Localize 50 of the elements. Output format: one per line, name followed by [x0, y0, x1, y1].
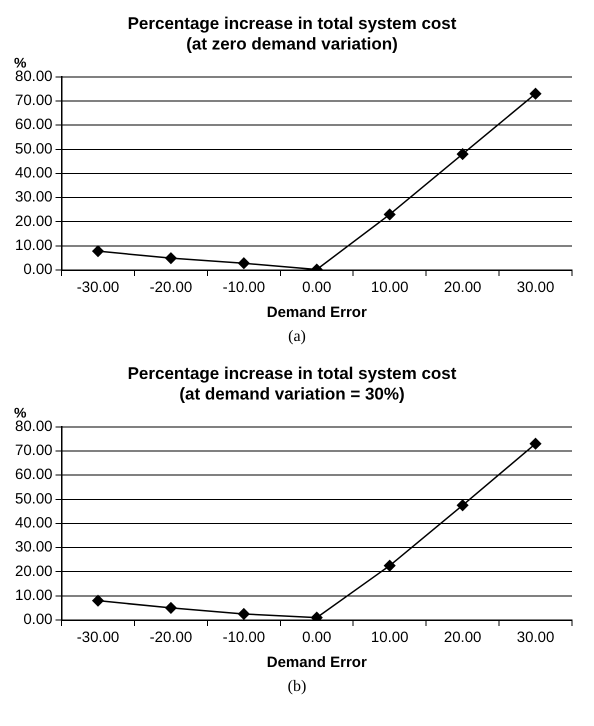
x-tick-label: -30.00 [76, 629, 120, 646]
x-axis-title: Demand Error [266, 304, 367, 322]
x-tick-label: -10.00 [222, 279, 266, 296]
x-axis-title: Demand Error [266, 654, 367, 672]
x-tick-label: -10.00 [222, 629, 266, 646]
point [530, 88, 542, 100]
y-tick-label: 50.00 [14, 490, 53, 508]
x-tick-label: -30.00 [76, 279, 120, 296]
y-tick-label: 70.00 [14, 92, 53, 110]
point [92, 245, 104, 257]
point [238, 257, 250, 269]
y-tick-label: 60.00 [14, 466, 53, 484]
point [384, 560, 396, 572]
point [530, 438, 542, 450]
y-tick-label: 40.00 [14, 514, 53, 532]
point [384, 208, 396, 220]
x-tick-label: 30.00 [516, 279, 554, 296]
chart-subtitle: (at zero demand variation) [186, 34, 398, 54]
text: (b) [286, 678, 308, 696]
x-tick-label: 0.00 [302, 279, 332, 296]
point [165, 602, 177, 614]
x-tick-label: 0.00 [302, 629, 332, 646]
x-tick-label: 10.00 [370, 629, 408, 646]
point [456, 500, 468, 512]
point [456, 148, 468, 160]
x-tick-label: 10.00 [370, 279, 408, 296]
chart-title: Percentage increase in total system cost [128, 364, 457, 383]
y-tick-label: 10.00 [14, 586, 53, 604]
y-tick-label: 60.00 [14, 116, 53, 134]
y-tick-label: 70.00 [14, 442, 53, 460]
text: (a) [287, 328, 307, 346]
y-tick-label: 40.00 [14, 164, 53, 182]
y-tick-label: 50.00 [14, 140, 53, 158]
y-tick-label: 0.00 [23, 611, 53, 628]
y-tick-label: 20.00 [14, 562, 53, 580]
chart-subtitle: (at demand variation = 30%) [179, 384, 405, 404]
y-tick-label: 10.00 [14, 236, 53, 254]
point [238, 608, 250, 620]
x-tick-label: -20.00 [150, 629, 192, 646]
y-tick-label: 20.00 [14, 212, 53, 230]
point [165, 252, 177, 264]
point [92, 594, 104, 606]
x-tick-label: -20.00 [150, 279, 192, 296]
y-tick-label: 0.00 [23, 261, 53, 278]
x-tick-label: 20.00 [444, 279, 482, 296]
chart-title: Percentage increase in total system cost [128, 14, 457, 33]
y-tick-label: 30.00 [14, 538, 53, 556]
x-tick-label: 30.00 [516, 629, 554, 646]
y-tick-label: 30.00 [14, 188, 53, 206]
x-tick-label: 20.00 [444, 629, 482, 646]
